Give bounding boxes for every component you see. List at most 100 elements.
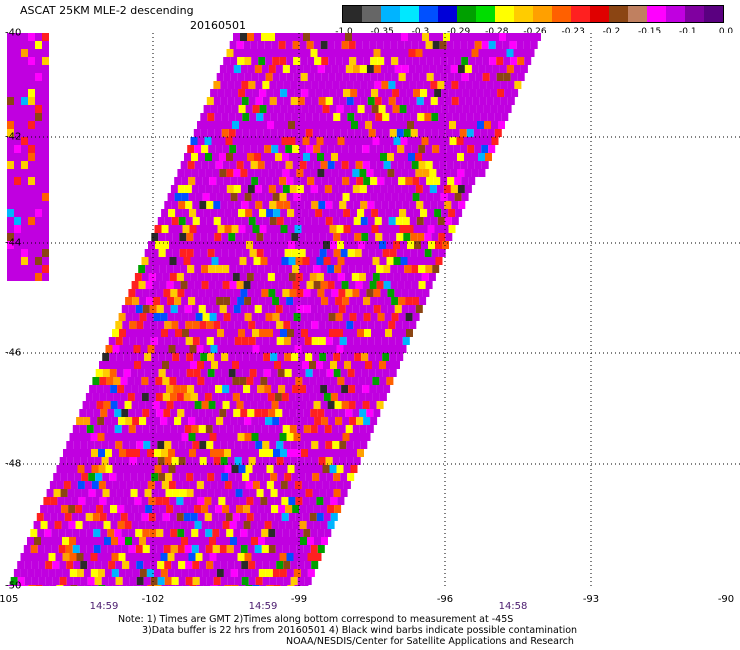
swath-cell — [364, 345, 372, 353]
swath-cell — [237, 313, 245, 321]
swath-cell — [221, 249, 229, 257]
swath-cell — [314, 433, 322, 441]
swath-cell — [310, 289, 318, 297]
swath-cell — [359, 65, 367, 73]
swath-cell — [266, 329, 273, 337]
swath-cell — [345, 33, 352, 41]
swath-cell — [433, 193, 441, 201]
swath-cell — [102, 489, 110, 497]
swath-cell — [35, 161, 42, 169]
swath-cell — [264, 41, 272, 49]
swath-cell — [345, 409, 353, 417]
swath-cell — [99, 393, 107, 401]
swath-cell — [199, 441, 207, 449]
swath-cell — [362, 265, 370, 273]
swath-cell — [255, 217, 263, 225]
swath-cell — [286, 313, 294, 321]
swath-cell — [256, 249, 264, 257]
swath-cell — [161, 209, 169, 217]
swath-cell — [223, 297, 231, 305]
swath-cell — [242, 129, 250, 137]
swath-cell — [127, 361, 134, 369]
swath-cell — [289, 529, 297, 537]
swath-cell — [374, 81, 382, 89]
color-scale-segment — [552, 6, 571, 22]
swath-cell — [364, 209, 372, 217]
swath-cell — [187, 521, 195, 529]
swath-cell — [151, 353, 159, 361]
swath-cell — [42, 49, 49, 57]
swath-cell — [125, 569, 133, 577]
swath-cell — [324, 49, 332, 57]
swath-cell — [200, 473, 208, 481]
color-scale-segment — [514, 6, 533, 22]
swath-cell — [109, 369, 117, 377]
swath-cell — [306, 505, 314, 513]
swath-cell — [198, 409, 206, 417]
swath-cell — [343, 465, 351, 473]
swath-cell — [423, 201, 431, 209]
swath-cell — [320, 281, 328, 289]
swath-cell — [360, 321, 368, 329]
swath-cell — [296, 49, 304, 57]
swath-cell — [407, 241, 414, 249]
swath-cell — [232, 273, 240, 281]
swath-cell — [165, 369, 173, 377]
swath-cell — [178, 561, 186, 569]
swath-cell — [379, 137, 387, 145]
swath-cell — [304, 577, 312, 585]
swath-cell — [184, 305, 192, 313]
swath-cell — [338, 153, 345, 161]
swath-cell — [500, 81, 508, 89]
swath-cell — [199, 561, 207, 569]
swath-cell — [99, 497, 107, 505]
swath-cell — [234, 217, 242, 225]
swath-cell — [196, 449, 203, 457]
swath-cell — [231, 585, 239, 586]
swath-cell — [162, 497, 170, 505]
swath-cell — [234, 81, 242, 89]
swath-cell — [258, 193, 266, 201]
swath-cell — [359, 49, 367, 57]
swath-cell — [225, 241, 232, 249]
swath-cell — [378, 209, 386, 217]
swath-cell — [265, 433, 273, 441]
swath-cell — [426, 177, 434, 185]
swath-cell — [362, 161, 370, 169]
swath-cell — [258, 433, 266, 441]
swath-cell — [410, 129, 418, 137]
swath-cell — [191, 409, 199, 417]
swath-cell — [167, 537, 174, 545]
swath-cell — [82, 401, 90, 409]
swath-cell — [468, 73, 476, 81]
swath-cell — [411, 161, 419, 169]
swath-cell — [24, 577, 32, 585]
swath-cell — [150, 441, 158, 449]
swath-cell — [7, 33, 14, 41]
swath-cell — [147, 329, 154, 337]
swath-cell — [42, 201, 49, 209]
swath-cell — [218, 361, 225, 369]
swath-cell — [336, 449, 343, 457]
swath-cell — [486, 81, 494, 89]
swath-cell — [169, 241, 176, 249]
swath-cell — [395, 337, 403, 345]
swath-cell — [277, 249, 285, 257]
swath-cell — [290, 81, 298, 89]
swath-cell — [107, 425, 115, 433]
swath-cell — [305, 473, 313, 481]
swath-cell — [218, 393, 226, 401]
swath-cell — [256, 473, 264, 481]
swath-cell — [398, 177, 406, 185]
swath-cell — [182, 225, 190, 233]
swath-cell — [257, 145, 265, 153]
swath-cell — [183, 377, 191, 385]
swath-cell — [92, 393, 100, 401]
swath-cell — [300, 417, 308, 425]
swath-cell — [357, 89, 365, 97]
swath-cell — [306, 41, 314, 49]
swath-cell — [210, 585, 218, 586]
swath-cell — [169, 361, 176, 369]
swath-cell — [230, 73, 238, 81]
swath-cell — [262, 457, 270, 465]
